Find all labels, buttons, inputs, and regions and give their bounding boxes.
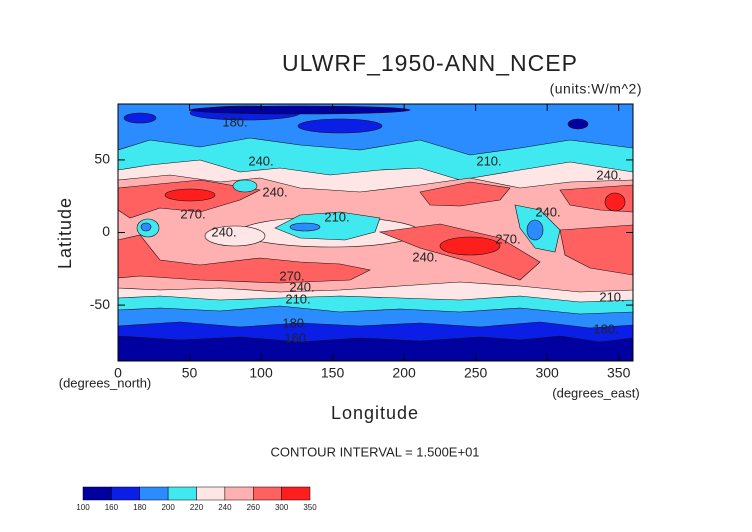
footnote: CONTOUR INTERVAL = 1.500E+01 [270,444,479,459]
y-tick-label: -50 [90,296,110,312]
x-tick-label: 150 [321,365,345,381]
x-tick-label: 50 [182,365,198,381]
contour-label: 180. [593,321,618,336]
contour-label: 240. [262,184,287,199]
contour-label: 270. [180,206,205,221]
colorbar-box [224,486,254,501]
field-region [559,224,633,276]
y-tick-label: 50 [94,151,110,167]
contour-label: 180. [222,114,247,129]
contour-label: 240. [289,279,314,294]
colorbar-box [196,486,226,501]
contour-label: 240. [596,167,621,182]
colorbar-box [167,486,197,501]
colorbar-label: 160 [105,503,119,512]
field-region [297,118,383,134]
field-region [123,112,157,124]
contour-label: 210. [324,209,349,224]
field-region [526,219,544,241]
colorbar-box [281,486,311,501]
contour-label: 210. [599,289,624,304]
x-axis-label: Longitude [331,403,419,423]
field-region [189,105,411,115]
x-tick-label: 300 [535,365,559,381]
x-tick-label: 0 [114,365,122,381]
colorbar-box [111,486,140,501]
field-region [567,118,589,130]
y-axis-label: Latitude [55,197,75,269]
contour-label: 270. [279,268,304,283]
field-region [118,234,371,284]
field-region [289,222,321,232]
field-region [140,222,152,232]
field-region [439,236,501,256]
contour-label: 210. [476,153,501,168]
field-region [232,179,258,193]
contour-label: 240. [211,224,236,239]
field-region [204,225,266,247]
contour-field [118,104,633,361]
contour-label: 240. [248,153,273,168]
field-region [419,181,511,207]
field-region [164,188,216,202]
colorbar-label: 200 [161,503,175,512]
colorbar-label: 240 [218,503,232,512]
x-tick-label: 350 [607,365,631,381]
x-unit: (degrees_east) [552,385,639,400]
units: (units:W/m^2) [550,81,642,97]
colorbar-label: 220 [190,503,204,512]
x-tick-label: 100 [249,365,273,381]
contour-label: 270. [495,231,520,246]
x-tick-label: 200 [392,365,416,381]
colorbar-label: 260 [247,503,261,512]
field-region [274,211,381,241]
colorbar-box [253,486,282,501]
x-tick-label: 250 [464,365,488,381]
chart-title: ULWRF_1950-ANN_NCEP [282,50,578,76]
colorbar-label: 300 [275,503,289,512]
y-tick-label: 0 [102,223,110,239]
contour-label: 240. [535,204,560,219]
colorbar-label: 350 [303,503,317,512]
contour-label: 210. [285,291,310,306]
contour-label: 160. [284,330,309,345]
colorbar-box [139,486,169,501]
field-region [604,192,626,212]
contour-label: 180. [282,315,307,330]
colorbar-label: 100 [76,503,90,512]
y-unit: (degrees_north) [59,375,152,390]
colorbar-box [82,486,112,501]
colorbar-label: 180 [133,503,147,512]
contour-label: 240. [412,249,437,264]
